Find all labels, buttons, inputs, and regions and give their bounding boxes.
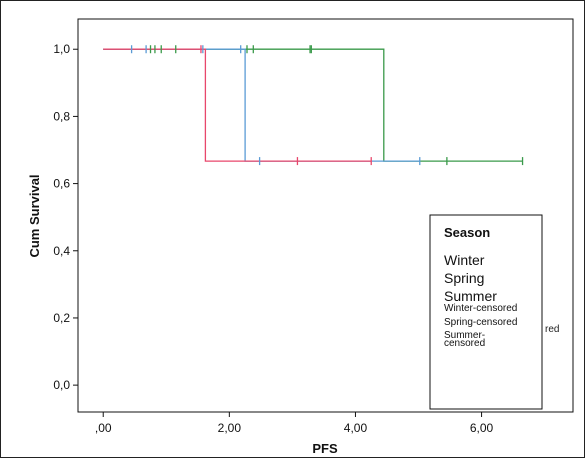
legend-entry-summer-censored-line2: censored xyxy=(444,338,485,349)
axis-ticks: ,00 2,00 4,00 6,00 0,0 0,2 0,4 0,6 0,8 1,0 xyxy=(53,42,493,435)
legend-entry-summer: Summer xyxy=(444,288,497,304)
legend-entry-spring: Spring xyxy=(444,270,484,286)
legend-entry-summer-censored-line1: Summer- xyxy=(444,330,485,341)
legend-entry-winter: Winter xyxy=(444,252,485,268)
survival-curves xyxy=(103,45,524,166)
legend: red Season Winter Spring Summer Winter-c… xyxy=(429,214,559,410)
x-tick-label: 2,00 xyxy=(218,421,242,435)
legend-entry-summer-censored: Summer- censored xyxy=(444,330,488,349)
y-axis-title: Cum Survival xyxy=(27,174,42,257)
y-tick-label: 0,4 xyxy=(53,244,70,258)
legend-overflow-fragment: red xyxy=(545,324,559,335)
legend-box xyxy=(429,214,543,410)
y-tick-label: 1,0 xyxy=(53,42,70,56)
y-tick-label: 0,2 xyxy=(53,311,70,325)
legend-title: Season xyxy=(444,225,490,240)
y-tick-label: 0,6 xyxy=(53,177,70,191)
x-tick-label: 4,00 xyxy=(344,421,368,435)
x-tick-label: 6,00 xyxy=(470,421,494,435)
x-axis-title: PFS xyxy=(312,441,338,456)
y-tick-label: 0,0 xyxy=(53,378,70,392)
legend-entry-spring-censored: Spring-censored xyxy=(444,317,517,328)
y-tick-label: 0,8 xyxy=(53,109,70,123)
legend-entry-winter-censored: Winter-censored xyxy=(444,303,517,314)
x-tick-label: ,00 xyxy=(95,421,112,435)
